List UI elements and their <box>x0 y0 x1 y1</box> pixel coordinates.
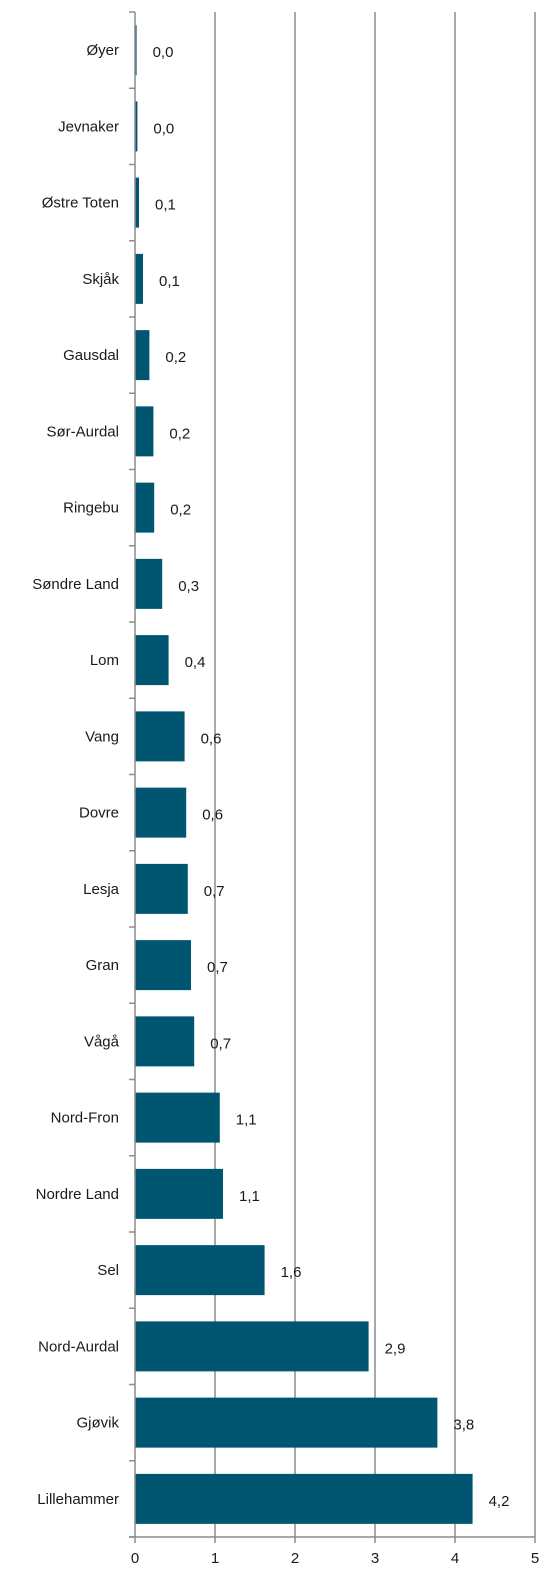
bar <box>135 863 188 914</box>
category-label: Øyer <box>86 42 119 59</box>
bar <box>135 787 187 838</box>
category-label: Sel <box>97 1262 119 1279</box>
x-tick-label: 3 <box>371 1550 379 1567</box>
category-label: Østre Toten <box>42 195 119 212</box>
data-label: 0,2 <box>170 502 191 519</box>
data-label: 0,7 <box>210 1035 231 1052</box>
bars <box>135 25 473 1524</box>
data-label: 1,1 <box>236 1112 257 1129</box>
category-label: Gausdal <box>63 347 119 364</box>
category-label: Lesja <box>83 881 120 898</box>
category-label: Dovre <box>79 805 119 822</box>
category-label: Søndre Land <box>32 576 119 593</box>
bar <box>135 406 154 457</box>
bar <box>135 711 185 762</box>
category-label: Nordre Land <box>36 1186 119 1203</box>
bar <box>135 1016 195 1067</box>
category-label: Skjåk <box>82 271 119 288</box>
data-label: 0,7 <box>207 959 228 976</box>
category-label: Vågå <box>84 1033 120 1050</box>
bar <box>135 101 138 152</box>
data-label: 0,1 <box>159 273 180 290</box>
data-label: 1,6 <box>281 1264 302 1281</box>
x-tick-label: 1 <box>211 1550 219 1567</box>
category-label: Nord-Aurdal <box>38 1338 119 1355</box>
category-label: Nord-Fron <box>51 1110 119 1127</box>
data-label: 4,2 <box>489 1493 510 1510</box>
data-label: 0,6 <box>202 807 223 824</box>
data-label: 0,2 <box>165 349 186 366</box>
bar <box>135 25 137 76</box>
bar <box>135 253 143 304</box>
category-label: Gran <box>86 957 119 974</box>
data-label: 0,6 <box>201 730 222 747</box>
bar <box>135 1245 265 1296</box>
category-label: Vang <box>85 728 119 745</box>
x-tick-label: 5 <box>531 1550 539 1567</box>
labels: 0 1 2 3 4 5 Øyer Jevnaker Østre Toten Skjåk Gausda… <box>32 42 539 1567</box>
data-label: 0,0 <box>153 44 174 61</box>
x-tick-label: 2 <box>291 1550 299 1567</box>
data-label: 0,3 <box>178 578 199 595</box>
x-tick-label: 4 <box>451 1550 459 1567</box>
data-label: 0,7 <box>204 883 225 900</box>
data-label: 0,4 <box>185 654 206 671</box>
bar <box>135 1397 438 1448</box>
bar <box>135 940 191 991</box>
data-label: 0,2 <box>169 425 190 442</box>
bar <box>135 1168 223 1219</box>
data-label: 0,0 <box>153 120 174 137</box>
bar <box>135 482 155 533</box>
data-label: 2,9 <box>385 1340 406 1357</box>
bar <box>135 1473 473 1524</box>
axes <box>129 11 536 1543</box>
data-label: 3,8 <box>453 1417 474 1434</box>
bar <box>135 635 169 686</box>
x-tick-label: 0 <box>131 1550 139 1567</box>
bar <box>135 1092 220 1143</box>
data-label: 1,1 <box>239 1188 260 1205</box>
category-label: Lillehammer <box>37 1491 119 1508</box>
bar <box>135 1321 369 1372</box>
category-label: Sør-Aurdal <box>46 423 119 440</box>
category-label: Gjøvik <box>77 1415 120 1432</box>
category-label: Ringebu <box>63 500 119 517</box>
category-label: Lom <box>90 652 119 669</box>
grid-lines <box>214 12 536 1537</box>
data-label: 0,1 <box>155 197 176 214</box>
bar <box>135 558 163 609</box>
bar <box>135 177 139 228</box>
bar <box>135 330 150 381</box>
category-label: Jevnaker <box>58 118 119 135</box>
